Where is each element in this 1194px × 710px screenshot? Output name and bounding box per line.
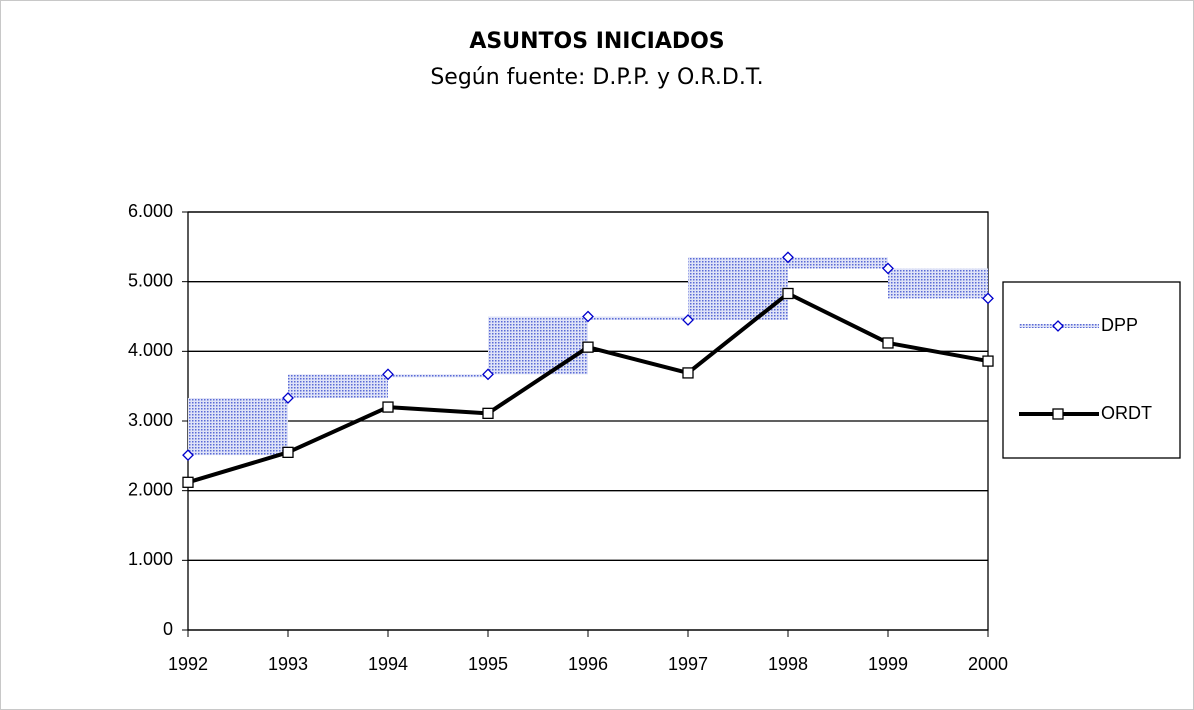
x-tick-label: 1998 bbox=[768, 654, 808, 674]
step-band bbox=[488, 316, 588, 375]
x-tick-label: 1992 bbox=[168, 654, 208, 674]
marker bbox=[482, 368, 494, 381]
marker bbox=[782, 287, 794, 300]
marker bbox=[682, 314, 694, 326]
marker bbox=[182, 476, 194, 488]
marker bbox=[682, 367, 694, 379]
y-tick-label: 1.000 bbox=[128, 549, 173, 569]
step-band bbox=[788, 257, 888, 269]
y-tick-label: 5.000 bbox=[128, 270, 173, 290]
marker bbox=[382, 368, 394, 381]
marker bbox=[882, 337, 894, 349]
marker bbox=[782, 251, 794, 264]
legend-box bbox=[1002, 281, 1181, 459]
step-band bbox=[288, 374, 388, 399]
marker bbox=[982, 355, 994, 367]
marker bbox=[482, 407, 494, 419]
y-tick-label: 2.000 bbox=[128, 479, 173, 499]
y-tick-label: 3.000 bbox=[128, 410, 173, 430]
marker bbox=[182, 449, 194, 462]
x-tick-label: 2000 bbox=[968, 654, 1008, 674]
legend-label: DPP bbox=[1101, 315, 1138, 335]
marker bbox=[882, 262, 894, 275]
x-tick-label: 1995 bbox=[468, 654, 508, 674]
chart-subtitle: Según fuente: D.P.P. y O.R.D.T. bbox=[430, 65, 763, 90]
step-band bbox=[588, 316, 688, 320]
marker bbox=[982, 292, 994, 305]
marker bbox=[382, 401, 394, 413]
marker bbox=[282, 392, 294, 404]
step-band bbox=[188, 398, 288, 456]
step-band bbox=[688, 257, 788, 320]
x-tick-label: 1994 bbox=[368, 654, 408, 674]
chart-title: ASUNTOS INICIADOS bbox=[469, 29, 724, 54]
marker bbox=[582, 341, 594, 353]
legend-marker bbox=[1052, 408, 1064, 420]
marker bbox=[582, 310, 594, 323]
marker bbox=[282, 446, 294, 459]
y-tick-label: 0 bbox=[163, 619, 173, 639]
x-tick-label: 1997 bbox=[668, 654, 708, 674]
step-band bbox=[888, 268, 988, 299]
x-tick-label: 1999 bbox=[868, 654, 908, 674]
legend-marker bbox=[1052, 320, 1064, 332]
step-band bbox=[388, 374, 488, 378]
x-tick-label: 1996 bbox=[568, 654, 608, 674]
y-tick-label: 6.000 bbox=[128, 201, 173, 221]
y-tick-label: 4.000 bbox=[128, 340, 173, 360]
legend-label: ORDT bbox=[1101, 403, 1152, 423]
x-tick-label: 1993 bbox=[268, 654, 308, 674]
